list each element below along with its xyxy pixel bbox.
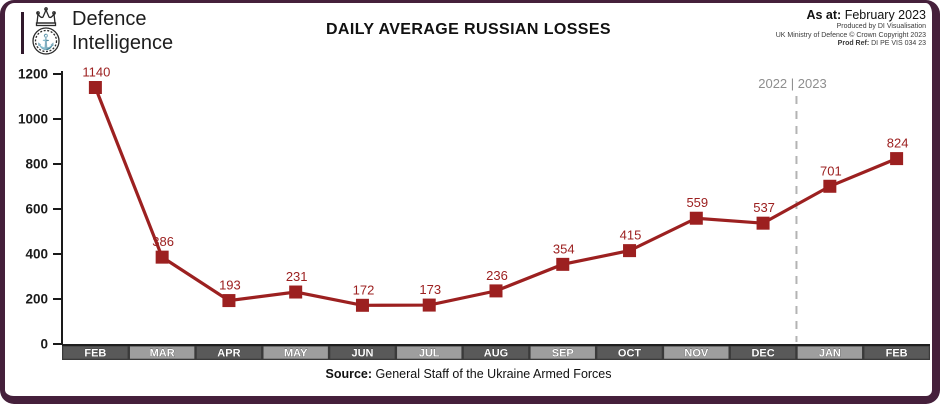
data-point-marker [355, 298, 369, 312]
mod-crest-icon: ⚓ [32, 7, 60, 55]
data-point-marker [823, 179, 837, 193]
month-tick-label: FEB [886, 348, 908, 360]
data-point-marker [289, 285, 303, 299]
data-point-label: 172 [353, 282, 375, 297]
logo-line1: Defence [72, 8, 147, 30]
prod-ref-value: DI PE VIS 034 23 [871, 40, 926, 47]
y-tick-label: 400 [25, 247, 48, 262]
source-value: General Staff of the Ukraine Armed Force… [375, 367, 612, 381]
month-tick-label: NOV [684, 348, 709, 360]
data-point-marker [890, 152, 904, 166]
source-note: Source: General Staff of the Ukraine Arm… [5, 367, 932, 381]
month-cell [730, 346, 796, 359]
logo-divider-bar [21, 12, 24, 54]
y-tick-label: 800 [25, 157, 48, 172]
month-cell [597, 346, 662, 359]
month-tick-label: MAY [284, 348, 308, 360]
y-tick-label: 1000 [18, 112, 48, 127]
data-point-label: 1140 [82, 65, 110, 80]
prod-ref-line: Prod Ref: DI PE VIS 034 23 [776, 40, 926, 49]
source-label: Source: [325, 367, 373, 381]
data-point-marker [88, 81, 102, 94]
data-point-marker [222, 294, 236, 308]
month-cell [797, 346, 863, 359]
data-point-label: 386 [152, 234, 174, 249]
prod-ref-label: Prod Ref: [837, 40, 870, 47]
month-tick-label: JAN [819, 348, 841, 360]
month-tick-label: SEP [552, 348, 574, 360]
month-tick-label: MAR [150, 348, 175, 360]
data-point-label: 701 [820, 163, 842, 178]
data-point-marker [689, 211, 703, 225]
month-cell [530, 346, 595, 359]
data-point-label: 354 [553, 241, 575, 256]
as-at-line: As at: February 2023 [776, 8, 926, 22]
y-tick-label: 0 [40, 337, 48, 352]
y-tick-label: 600 [25, 202, 48, 217]
month-cell [129, 346, 195, 359]
month-cell [196, 346, 262, 359]
month-tick-label: OCT [618, 348, 642, 360]
month-cell [263, 346, 328, 359]
month-tick-label: FEB [84, 348, 106, 360]
page-title: DAILY AVERAGE RUSSIAN LOSSES [325, 21, 612, 38]
copyright-line: UK Ministry of Defence © Crown Copyright… [775, 31, 926, 39]
data-point-marker [556, 257, 570, 271]
y-tick-label: 1200 [18, 67, 48, 82]
logo-line2: Intelligence [72, 32, 174, 54]
month-tick-label: JUN [351, 348, 373, 360]
month-cell [330, 346, 395, 359]
as-at-value: February 2023 [844, 8, 926, 22]
data-point-label: 559 [686, 195, 708, 210]
data-point-marker [756, 216, 770, 230]
produced-by-line: Produced by DI Visualisation [836, 23, 926, 30]
svg-text:⚓: ⚓ [37, 33, 56, 51]
series-line [93, 86, 898, 307]
month-cell [397, 346, 462, 359]
data-point-label: 236 [486, 268, 508, 283]
data-point-label: 173 [419, 282, 441, 297]
data-point-label: 537 [753, 200, 775, 215]
month-tick-label: DEC [751, 348, 774, 360]
data-point-marker [422, 298, 436, 312]
data-point-label: 231 [286, 269, 308, 284]
year-divider-label: 2022 | 2023 [758, 76, 826, 91]
month-tick-label: APR [217, 348, 240, 360]
data-point-label: 415 [620, 228, 642, 243]
data-point-marker [489, 284, 503, 298]
as-at-label: As at: [806, 8, 842, 22]
y-tick-label: 200 [25, 292, 48, 307]
data-point-marker [155, 250, 169, 264]
month-cell [864, 346, 929, 359]
data-point-label: 193 [219, 278, 241, 293]
month-tick-label: JUL [419, 348, 440, 360]
month-cell [63, 346, 128, 359]
month-cell [664, 346, 729, 359]
data-point-marker [623, 244, 637, 258]
data-point-label: 824 [887, 136, 909, 151]
meta-block: As at: February 2023 Produced by DI Visu… [776, 8, 926, 49]
month-cell [463, 346, 529, 359]
month-tick-label: AUG [484, 348, 508, 360]
